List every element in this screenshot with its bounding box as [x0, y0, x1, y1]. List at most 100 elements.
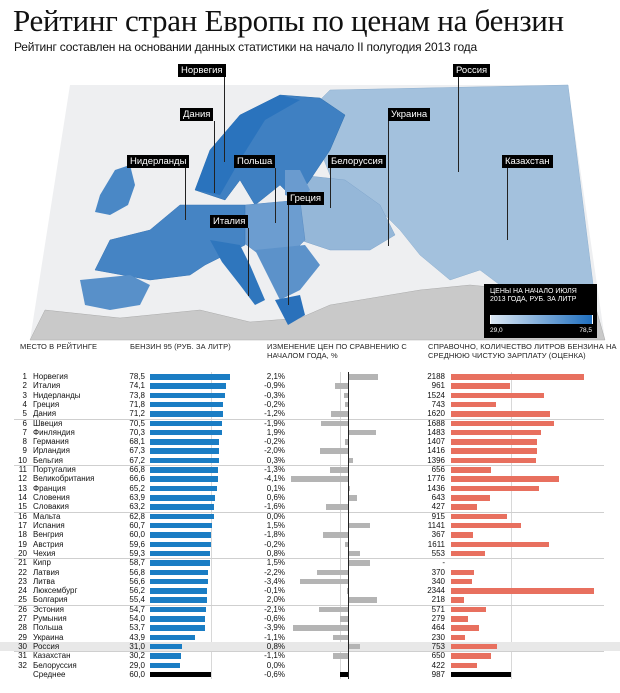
liters-bar — [451, 504, 478, 510]
liters-bar — [451, 383, 510, 389]
rank-label: 26 — [18, 604, 27, 614]
liters-bar — [451, 439, 537, 445]
liters-value: 464 — [431, 623, 445, 633]
liters-value: 218 — [431, 595, 445, 605]
change-value: -3,4% — [264, 576, 285, 586]
leader-line — [288, 205, 289, 305]
liters-value: 1611 — [427, 539, 445, 549]
region-greece — [275, 295, 305, 325]
price-value: 67,3 — [129, 446, 145, 456]
change-bar — [332, 653, 348, 659]
price-bar — [150, 616, 206, 622]
country-name: Болгария — [33, 595, 68, 605]
change-value: -1,1% — [264, 632, 285, 642]
change-bar — [346, 588, 348, 594]
liters-bar — [451, 671, 512, 678]
price-bar — [150, 476, 218, 482]
liters-bar — [451, 634, 466, 641]
page-subtitle: Рейтинг составлен на основании данных ст… — [14, 40, 477, 54]
price-bar — [150, 606, 206, 613]
leader-line — [458, 77, 459, 172]
change-value: -1,8% — [264, 530, 285, 540]
price-value: 74,1 — [129, 381, 145, 391]
column-header-change: ИЗМЕНЕНИЕ ЦЕН ПО СРАВНЕНИЮ С НАЧАЛОМ ГОД… — [267, 342, 407, 360]
liters-bar — [451, 495, 491, 501]
leader-line — [330, 168, 331, 208]
liters-value: 230 — [431, 632, 445, 642]
price-value: 73,8 — [129, 390, 145, 400]
change-bar — [322, 532, 348, 538]
table-row: 19 Австрия 59,6 -0,2% 1611 — [0, 540, 620, 549]
legend-title: ЦЕНЫ НА НАЧАЛО ИЮЛЯ 2013 ГОДА, РУБ. ЗА Л… — [490, 288, 577, 303]
price-bar — [150, 439, 220, 445]
country-name: Польша — [33, 623, 63, 633]
country-name: Кипр — [33, 558, 51, 568]
table-row: 24 Люксембург 56,2 -0,1% 2344 — [0, 586, 620, 595]
rank-label: 28 — [18, 623, 27, 633]
table-row: 7 Финляндия 70,3 1,9% 1483 — [0, 428, 620, 437]
liters-value: - — [442, 558, 445, 568]
change-value: -0,1% — [264, 586, 285, 596]
legend-max: 78,5 — [579, 327, 592, 334]
change-value: 0,8% — [266, 548, 285, 558]
liters-value: 1407 — [427, 437, 445, 447]
liters-value: 422 — [431, 660, 445, 670]
table-row: 1 Норвегия 78,5 2,1% 2188 — [0, 372, 620, 381]
liters-bar — [451, 522, 521, 529]
price-value: 62,8 — [129, 511, 145, 521]
rank-label: 14 — [18, 493, 27, 503]
price-value: 66,8 — [129, 465, 145, 475]
liters-value: 1416 — [427, 446, 445, 456]
change-bar — [345, 541, 348, 548]
rank-label: 31 — [18, 651, 27, 661]
table-row: 25 Болгария 55,4 2,0% 218 — [0, 595, 620, 604]
change-value: -0,6% — [264, 669, 285, 679]
liters-bar — [451, 569, 474, 575]
country-name: Чехия — [33, 548, 56, 558]
leader-line — [248, 228, 249, 296]
price-value: 70,5 — [129, 418, 145, 428]
price-value: 60,0 — [129, 669, 145, 679]
change-value: -2,1% — [264, 604, 285, 614]
liters-bar — [451, 392, 544, 399]
change-value: 1,5% — [266, 520, 285, 530]
country-name: Венгрия — [33, 530, 64, 540]
country-name: Германия — [33, 437, 69, 447]
table-row: 10 Бельгия 67,2 0,3% 1396 — [0, 456, 620, 465]
table-row: 3 Нидерланды 73,8 -0,3% 1524 — [0, 391, 620, 400]
country-name: Словения — [33, 493, 70, 503]
leader-line — [224, 77, 225, 162]
change-value: 2,1% — [266, 372, 285, 381]
group-separator — [14, 465, 604, 467]
map-label-denmark: Дания — [180, 108, 214, 121]
change-gridline — [339, 372, 341, 680]
rank-label: 20 — [18, 548, 27, 558]
price-bar — [150, 662, 180, 669]
leader-line — [275, 168, 276, 223]
liters-bar — [451, 643, 497, 650]
liters-value: 643 — [431, 493, 445, 503]
table-row: 28 Польша 53,7 -3,9% 464 — [0, 623, 620, 632]
country-name: Франция — [33, 483, 66, 493]
country-name: Бельгия — [33, 455, 63, 465]
rank-label: 11 — [18, 465, 27, 475]
table-row: 18 Венгрия 60,0 -1,8% 367 — [0, 530, 620, 539]
rank-label: 30 — [18, 641, 27, 651]
change-value: -0,9% — [264, 381, 285, 391]
table-row: 13 Франция 65,2 0,1% 1436 — [0, 484, 620, 493]
change-bar — [339, 671, 348, 678]
liters-value: 656 — [431, 465, 445, 475]
change-bar — [349, 560, 370, 566]
change-bar — [349, 457, 354, 464]
liters-bar — [451, 588, 594, 594]
table-row: 5 Дания 71,2 -1,2% 1620 — [0, 409, 620, 418]
country-name: Румыния — [33, 614, 67, 624]
liters-bar — [451, 374, 585, 380]
rank-label: 9 — [22, 446, 27, 456]
liters-value: 915 — [431, 511, 445, 521]
region-western-europe — [94, 204, 246, 281]
liters-value: 1688 — [427, 418, 445, 428]
price-bar — [150, 578, 208, 585]
country-name: Нидерланды — [33, 390, 81, 400]
country-name: Великобритания — [33, 474, 95, 484]
